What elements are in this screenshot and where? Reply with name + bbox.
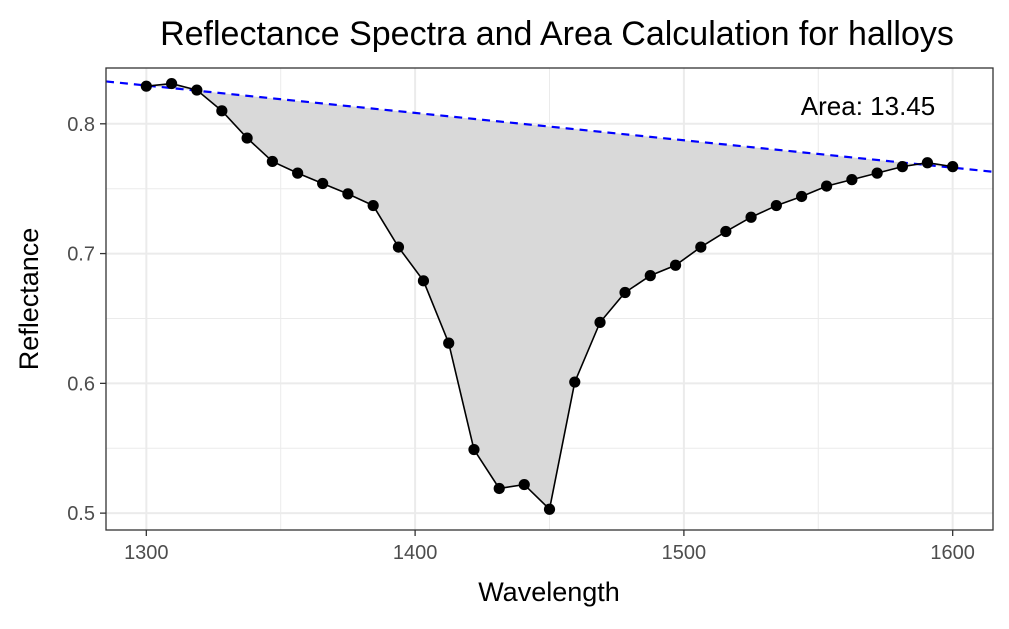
data-point [140,80,152,92]
data-point [241,132,253,144]
data-point [342,188,354,200]
x-tick-label: 1600 [930,542,975,564]
data-point [468,443,480,456]
baseline-line [106,80,993,173]
y-tick-label: 0.7 [67,244,95,266]
data-point [695,241,707,253]
data-point [745,211,757,223]
x-axis-label: Wavelength [478,577,620,607]
x-tick-label: 1400 [393,542,438,564]
data-point [417,275,430,287]
y-tick-label: 0.5 [67,503,95,525]
y-tick-label: 0.6 [67,373,95,395]
data-point [191,84,203,96]
plot-area: 1300 1400 1500 1600 0.5 0.6 0.7 0.8 [67,67,994,564]
data-point [165,77,178,90]
data-point [720,225,732,238]
data-point [770,199,782,212]
data-point [317,177,329,190]
data-point [871,167,883,179]
x-tick-label: 1500 [662,542,707,564]
data-point [443,337,455,349]
panel-border [105,67,994,531]
data-point [594,316,606,328]
data-point [619,286,631,299]
data-point [266,155,278,168]
data-point [216,105,228,117]
data-point [947,161,959,173]
data-point [493,482,505,495]
data-point [669,259,682,271]
data-point [518,478,530,491]
data-point [543,503,556,515]
data-point [644,270,656,282]
data-point [921,157,934,169]
x-tick-label: 1300 [124,542,169,564]
data-point [569,376,581,388]
data-point [292,167,304,179]
data-point [896,161,909,173]
data-point [821,180,833,192]
area-annotation: Area: 13.45 [801,91,935,121]
chart-title: Reflectance Spectra and Area Calculation… [160,15,954,53]
y-axis-label: Reflectance [14,228,44,371]
data-point [846,174,858,186]
data-point [392,241,405,253]
y-tick-label: 0.8 [67,114,95,136]
data-point [367,199,379,212]
data-point [796,190,808,203]
